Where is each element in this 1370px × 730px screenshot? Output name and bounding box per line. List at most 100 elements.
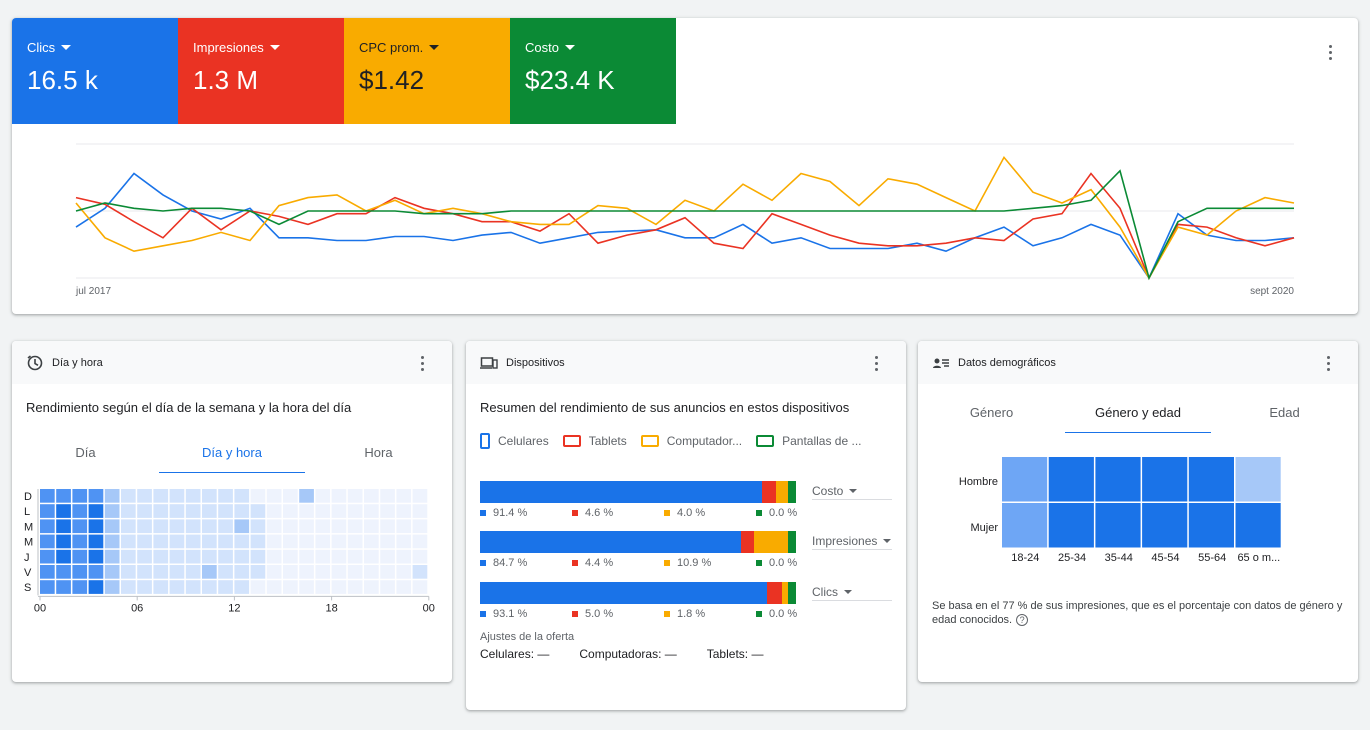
legend-tablet: Tablets <box>562 433 627 449</box>
demo-cell <box>1188 457 1234 502</box>
percent-text: 10.9 % <box>677 557 712 569</box>
heat-cell <box>202 565 217 579</box>
tab-day-hour[interactable]: Día y hora <box>159 433 305 473</box>
heat-cell <box>396 580 412 594</box>
heat-cell <box>347 504 363 518</box>
more-options-icon[interactable] <box>866 351 886 375</box>
card-subtitle: Rendimiento según el día de la semana y … <box>26 400 352 415</box>
heat-cell <box>137 504 152 518</box>
heat-cell <box>396 489 412 503</box>
heat-cell <box>88 489 104 503</box>
heat-cell <box>396 504 412 518</box>
metric-value: 1.3 M <box>193 65 259 95</box>
x-tick-start: jul 2017 <box>75 286 111 297</box>
demo-cell <box>1002 503 1048 548</box>
heat-cell <box>412 565 428 579</box>
heat-cell <box>40 519 55 534</box>
heat-cell <box>315 519 331 534</box>
percent-text: 5.0 % <box>585 608 614 620</box>
age-label: 18-24 <box>1011 552 1039 564</box>
card-title: Dispositivos <box>506 356 565 369</box>
devices-icon <box>480 356 498 369</box>
more-options-icon[interactable] <box>1318 351 1338 375</box>
heat-cell <box>266 565 282 579</box>
more-options-icon[interactable] <box>412 351 432 375</box>
heat-cell <box>234 580 250 594</box>
heat-cell <box>315 489 331 503</box>
bar-segment <box>767 582 783 604</box>
tab-age[interactable]: Edad <box>1269 405 1300 420</box>
metric-select[interactable]: Impresiones <box>812 532 892 550</box>
percent-labels: 93.1 % 5.0 % 1.8 % 0.0 % <box>480 608 848 620</box>
heat-cell <box>347 489 363 503</box>
metric-label: Impresiones <box>193 40 264 55</box>
heat-cell <box>153 519 169 534</box>
hour-label: 06 <box>131 602 143 614</box>
heat-cell <box>218 489 233 503</box>
percent-text: 0.0 % <box>769 557 798 569</box>
caret-down-icon <box>269 45 280 50</box>
heat-cell <box>347 534 363 549</box>
caret-down-icon <box>883 538 892 543</box>
heat-cell <box>202 489 217 503</box>
percent-label: 5.0 % <box>572 608 664 620</box>
heat-cell <box>396 519 412 534</box>
heat-cell <box>299 519 314 534</box>
heat-cell <box>137 580 152 594</box>
heat-cell <box>153 565 169 579</box>
device-row: 91.4 % 4.6 % 4.0 % 0.0 % Costo <box>480 481 900 531</box>
x-tick-end: sept 2020 <box>1250 286 1294 297</box>
gender-label: Mujer <box>970 522 998 534</box>
tab-gender[interactable]: Género <box>969 405 1014 420</box>
heat-cell <box>104 489 120 503</box>
heat-cell <box>121 580 136 594</box>
card-title: Día y hora <box>52 356 103 369</box>
percent-text: 93.1 % <box>493 608 528 620</box>
card-header: Datos demográficos <box>918 341 1358 384</box>
select-value: Impresiones <box>812 533 878 548</box>
hour-label: 12 <box>228 602 240 614</box>
heat-cell <box>364 549 379 564</box>
demo-cell <box>1048 503 1094 548</box>
tab-hour[interactable]: Hora <box>364 445 393 460</box>
metric-clicks[interactable]: Clics 16.5 k <box>12 18 178 124</box>
heat-cell <box>218 534 233 549</box>
heat-cell <box>396 565 412 579</box>
heat-cell <box>299 489 314 503</box>
heat-cell <box>412 534 428 549</box>
heat-cell <box>88 549 104 564</box>
percent-label: 4.0 % <box>664 507 756 519</box>
heat-cell <box>266 549 282 564</box>
heat-cell <box>283 565 298 579</box>
heat-cell <box>364 565 379 579</box>
heat-cell <box>185 504 201 518</box>
demo-cell <box>1188 503 1234 548</box>
card-header: Dispositivos <box>466 341 906 384</box>
tab-gender-age[interactable]: Género y edad <box>1065 393 1211 433</box>
heat-cell <box>169 565 185 579</box>
metric-select[interactable]: Costo <box>812 482 892 500</box>
device-legend: Celulares Tablets Computador... Pantalla… <box>480 433 876 449</box>
metric-cost[interactable]: Costo $23.4 K <box>510 18 676 124</box>
heat-cell <box>40 565 55 579</box>
heat-cell <box>104 565 120 579</box>
heat-cell <box>299 549 314 564</box>
heat-cell <box>72 580 88 594</box>
more-options-icon[interactable] <box>1320 40 1340 64</box>
heat-cell <box>234 504 250 518</box>
heat-cell <box>380 549 395 564</box>
metric-impressions[interactable]: Impresiones 1.3 M <box>178 18 344 124</box>
demographics-icon <box>933 358 949 368</box>
percent-label: 91.4 % <box>480 507 572 519</box>
heat-cell <box>88 580 104 594</box>
tab-day[interactable]: Día <box>75 445 96 460</box>
metric-avg-cpc[interactable]: CPC prom. $1.42 <box>344 18 510 124</box>
stacked-bar <box>480 481 796 503</box>
metric-select[interactable]: Clics <box>812 583 892 601</box>
heat-cell <box>283 580 298 594</box>
help-icon[interactable]: ? <box>1016 614 1029 626</box>
heat-cell <box>40 534 55 549</box>
caret-down-icon <box>844 589 852 594</box>
percent-text: 4.6 % <box>585 507 614 519</box>
heat-cell <box>380 534 395 549</box>
